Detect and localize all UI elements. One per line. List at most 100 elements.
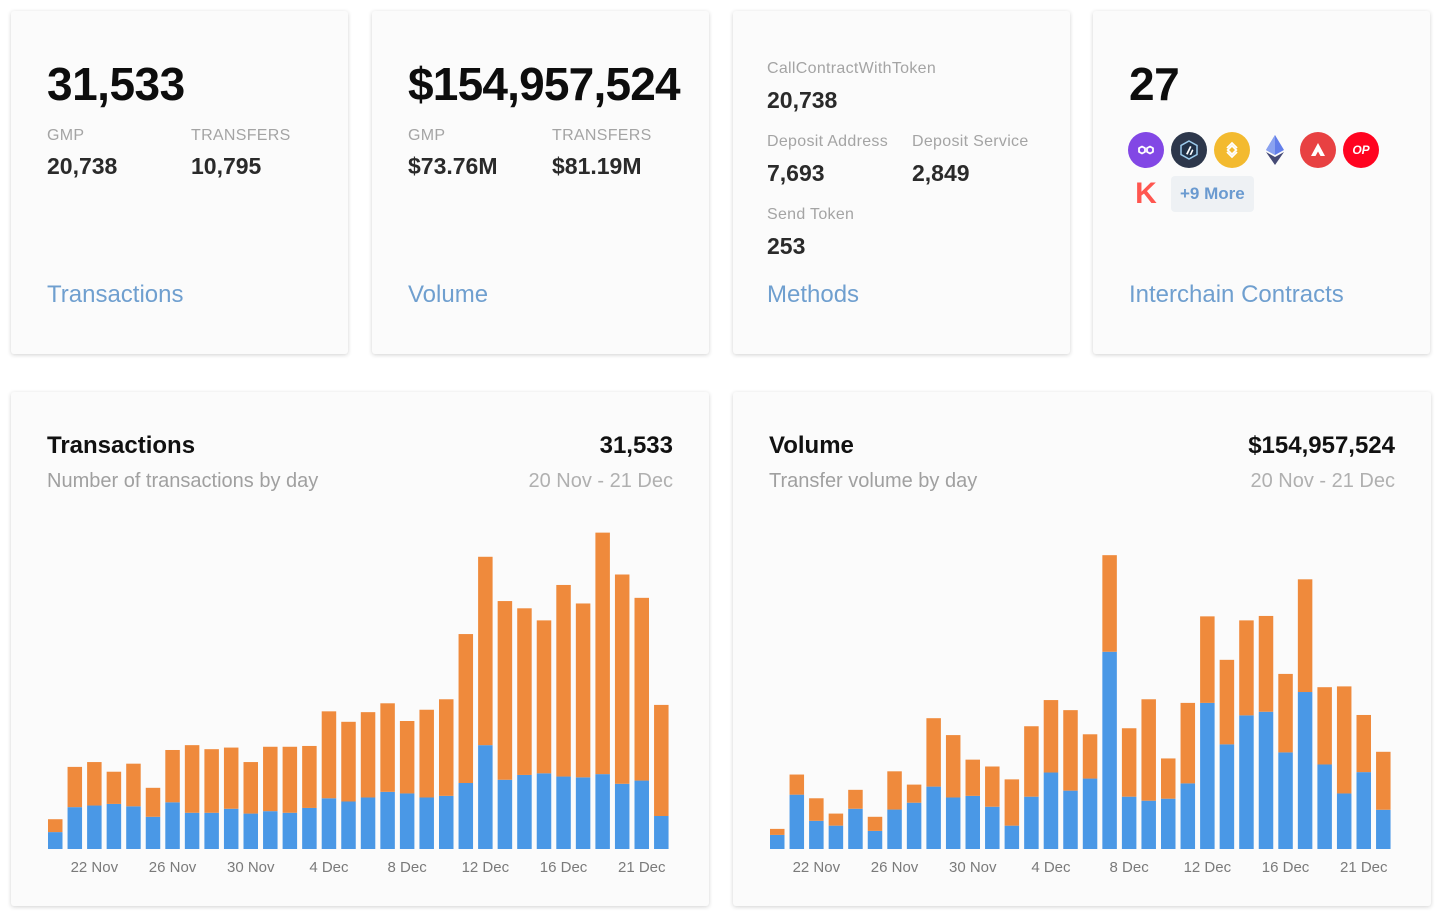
bar-transfers-1[interactable] (67, 807, 83, 849)
bar-transfers-22[interactable] (478, 745, 493, 849)
bar-gmp-19[interactable] (1141, 699, 1156, 801)
bar-transfers-25[interactable] (536, 773, 552, 849)
bar-transfers-12[interactable] (282, 812, 298, 849)
bar-gmp-8[interactable] (204, 749, 219, 813)
bar-gmp-0[interactable] (48, 819, 63, 833)
bar-gmp-21[interactable] (1180, 702, 1196, 784)
bar-gmp-9[interactable] (945, 735, 961, 798)
bar-transfers-23[interactable] (497, 779, 513, 849)
bar-gmp-19[interactable] (419, 709, 434, 798)
bar-transfers-16[interactable] (360, 797, 376, 849)
bar-gmp-2[interactable] (809, 798, 824, 821)
bar-transfers-17[interactable] (380, 791, 395, 849)
bar-gmp-12[interactable] (1004, 779, 1020, 826)
bar-transfers-28[interactable] (1317, 764, 1332, 850)
bar-gmp-29[interactable] (1336, 686, 1352, 794)
bar-transfers-19[interactable] (419, 797, 434, 849)
bar-transfers-14[interactable] (1043, 772, 1059, 849)
bar-gmp-21[interactable] (458, 634, 474, 783)
bar-gmp-30[interactable] (1356, 714, 1372, 773)
bar-gmp-13[interactable] (302, 745, 317, 808)
bar-gmp-7[interactable] (906, 784, 922, 803)
bar-transfers-7[interactable] (184, 812, 200, 849)
bar-transfers-10[interactable] (243, 813, 259, 849)
bar-gmp-2[interactable] (87, 762, 102, 806)
bar-transfers-30[interactable] (1356, 772, 1372, 849)
bar-transfers-30[interactable] (634, 780, 650, 849)
bar-transfers-29[interactable] (1336, 793, 1352, 849)
bar-gmp-23[interactable] (1219, 659, 1235, 745)
bar-gmp-5[interactable] (867, 816, 883, 831)
transactions-link[interactable]: Transactions (47, 281, 184, 308)
bar-transfers-10[interactable] (965, 795, 981, 849)
bar-transfers-26[interactable] (1278, 752, 1293, 849)
bar-transfers-27[interactable] (575, 777, 591, 849)
bar-gmp-23[interactable] (497, 601, 513, 780)
bar-gmp-22[interactable] (1200, 616, 1215, 703)
bar-transfers-20[interactable] (1161, 798, 1176, 849)
bar-transfers-31[interactable] (1376, 809, 1391, 849)
bar-gmp-25[interactable] (1258, 615, 1274, 712)
polygon-icon[interactable] (1128, 132, 1164, 168)
interchain-contracts-link[interactable]: Interchain Contracts (1129, 281, 1344, 308)
bar-transfers-28[interactable] (595, 774, 610, 849)
bar-transfers-17[interactable] (1102, 651, 1117, 849)
bar-transfers-0[interactable] (48, 832, 63, 850)
transactions-chart[interactable]: 22 Nov 26 Nov 30 Nov 4 Dec 8 Dec 12 Dec 16 Dec… (11, 392, 709, 906)
bar-gmp-14[interactable] (1043, 700, 1059, 773)
bar-gmp-31[interactable] (654, 704, 669, 816)
bar-gmp-24[interactable] (1239, 620, 1254, 716)
bar-gmp-18[interactable] (1121, 728, 1137, 797)
bar-transfers-8[interactable] (204, 812, 219, 849)
bar-transfers-0[interactable] (770, 834, 785, 849)
bar-gmp-27[interactable] (575, 603, 591, 778)
bar-gmp-30[interactable] (634, 597, 650, 781)
bar-transfers-19[interactable] (1141, 800, 1156, 849)
more-chains-button[interactable]: +9 More (1171, 176, 1254, 212)
volume-link[interactable]: Volume (408, 281, 489, 308)
bar-transfers-2[interactable] (87, 805, 102, 849)
bar-transfers-21[interactable] (458, 782, 474, 849)
bar-gmp-24[interactable] (517, 608, 532, 775)
bar-transfers-31[interactable] (654, 816, 669, 849)
bar-transfers-9[interactable] (945, 797, 961, 849)
bar-gmp-16[interactable] (360, 712, 376, 798)
bar-transfers-18[interactable] (399, 793, 415, 849)
bar-transfers-29[interactable] (614, 783, 630, 849)
bar-transfers-3[interactable] (828, 825, 844, 849)
bar-gmp-4[interactable] (848, 789, 863, 809)
bar-gmp-10[interactable] (965, 759, 981, 796)
bar-gmp-28[interactable] (595, 532, 610, 775)
ethereum-icon[interactable] (1257, 132, 1293, 168)
bar-transfers-5[interactable] (867, 830, 883, 849)
bar-transfers-22[interactable] (1200, 702, 1215, 849)
bar-gmp-22[interactable] (478, 556, 493, 746)
bar-transfers-12[interactable] (1004, 825, 1020, 849)
bar-transfers-23[interactable] (1219, 744, 1235, 849)
bar-transfers-11[interactable] (263, 811, 278, 850)
bar-gmp-6[interactable] (887, 771, 902, 810)
bar-transfers-6[interactable] (887, 809, 902, 850)
bar-gmp-10[interactable] (243, 762, 259, 814)
bar-gmp-20[interactable] (1161, 758, 1176, 799)
bar-gmp-14[interactable] (321, 711, 337, 799)
bar-transfers-8[interactable] (926, 786, 941, 849)
bar-gmp-15[interactable] (341, 721, 356, 802)
bar-transfers-1[interactable] (789, 794, 805, 849)
bar-gmp-26[interactable] (556, 584, 571, 777)
bar-gmp-17[interactable] (380, 703, 395, 792)
methods-link[interactable]: Methods (767, 281, 860, 308)
bar-transfers-21[interactable] (1180, 783, 1196, 849)
bar-transfers-18[interactable] (1121, 796, 1137, 850)
bar-gmp-7[interactable] (184, 745, 200, 813)
arbitrum-icon[interactable] (1171, 132, 1207, 168)
bar-gmp-5[interactable] (145, 787, 161, 817)
bar-gmp-4[interactable] (126, 763, 141, 807)
bar-gmp-20[interactable] (439, 699, 454, 796)
bar-transfers-2[interactable] (809, 820, 824, 849)
binance-icon[interactable] (1214, 132, 1250, 168)
bar-transfers-9[interactable] (223, 808, 239, 849)
bar-transfers-24[interactable] (1239, 715, 1254, 849)
bar-transfers-16[interactable] (1082, 778, 1098, 849)
bar-transfers-11[interactable] (985, 806, 1000, 849)
